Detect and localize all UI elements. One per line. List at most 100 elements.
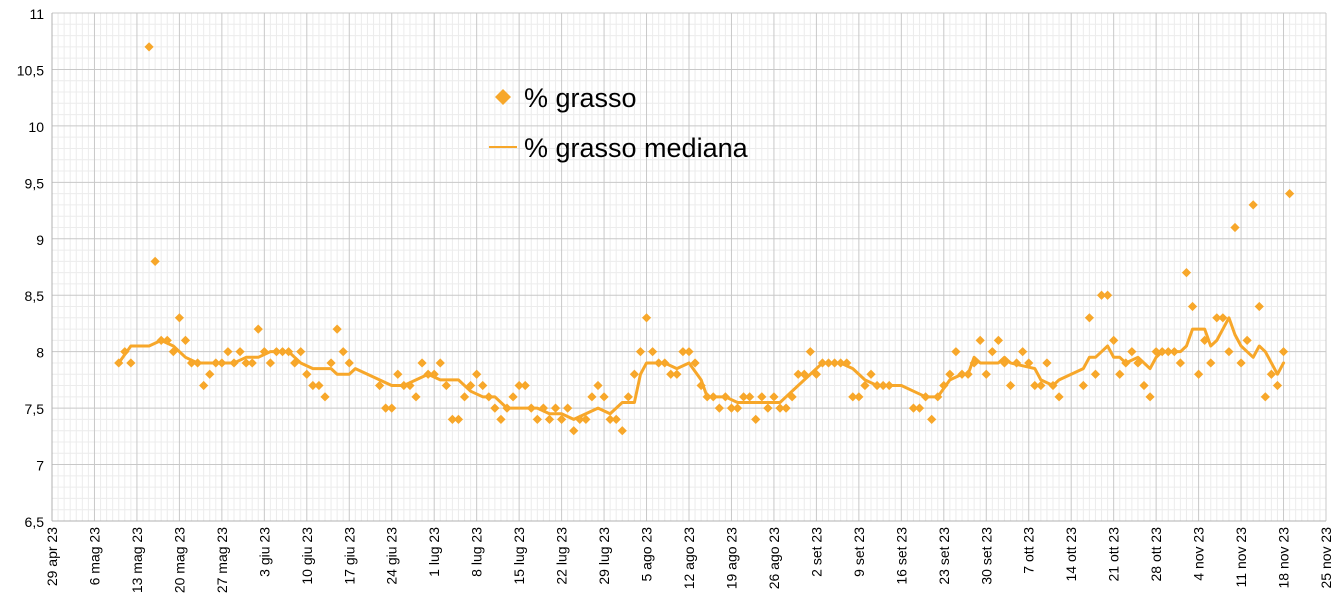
data-point xyxy=(326,358,336,368)
data-point xyxy=(1224,347,1234,357)
data-point xyxy=(714,403,724,413)
data-point xyxy=(223,347,233,357)
x-tick-label: 6 mag 23 xyxy=(86,527,102,586)
data-point xyxy=(726,403,737,413)
data-point xyxy=(927,414,937,424)
data-point xyxy=(1278,347,1289,357)
data-point xyxy=(1005,380,1016,391)
x-tick-label: 26 ago 23 xyxy=(766,527,782,589)
data-point xyxy=(156,335,166,345)
x-tick-label: 29 lug 23 xyxy=(596,527,612,585)
data-point xyxy=(466,380,476,391)
data-point xyxy=(563,403,573,413)
x-axis-ticks: 29 apr 23 6 mag 23 13 mag 23 20 mag 23 27 ma… xyxy=(44,527,1334,593)
x-tick-label: 30 set 23 xyxy=(978,527,994,585)
data-point xyxy=(1194,369,1204,379)
data-point xyxy=(1230,222,1240,233)
x-tick-label: 8 lug 23 xyxy=(469,527,485,577)
x-tick-label: 14 ott 23 xyxy=(1063,527,1079,582)
data-point xyxy=(544,414,555,424)
y-tick-label: 10,5 xyxy=(17,62,44,78)
data-point xyxy=(933,392,943,402)
data-point xyxy=(259,347,269,357)
data-point xyxy=(150,256,160,266)
data-point xyxy=(1266,369,1276,379)
data-point xyxy=(745,392,755,402)
data-point xyxy=(587,392,597,402)
data-point xyxy=(805,347,815,357)
x-tick-label: 12 ago 23 xyxy=(681,527,697,589)
data-point xyxy=(186,358,197,368)
data-point xyxy=(854,392,864,402)
data-point xyxy=(817,358,828,368)
x-tick-label: 1 lug 23 xyxy=(426,527,442,577)
data-point xyxy=(302,369,312,379)
data-point xyxy=(174,313,184,323)
data-point xyxy=(557,414,567,424)
data-point xyxy=(623,392,633,402)
data-point xyxy=(277,347,288,357)
x-tick-label: 27 mag 23 xyxy=(214,527,230,593)
data-point xyxy=(514,380,524,391)
data-point xyxy=(520,380,530,391)
data-point xyxy=(781,403,791,413)
data-point xyxy=(1187,301,1198,312)
data-point xyxy=(836,358,846,368)
data-point xyxy=(1151,347,1161,357)
data-point xyxy=(332,324,342,334)
data-point xyxy=(193,358,203,368)
data-point xyxy=(1127,347,1137,357)
data-point xyxy=(987,347,997,357)
data-point xyxy=(981,369,991,379)
data-point xyxy=(654,358,664,368)
data-point xyxy=(751,414,761,424)
data-point xyxy=(769,392,779,402)
x-tick-label: 24 giu 23 xyxy=(384,527,400,585)
data-point xyxy=(1018,347,1028,357)
data-point xyxy=(217,358,227,368)
legend-label-mediana: % grasso mediana xyxy=(524,133,749,163)
data-point xyxy=(672,369,682,379)
x-tick-label: 10 giu 23 xyxy=(299,527,315,585)
data-point xyxy=(344,358,354,368)
x-tick-label: 29 apr 23 xyxy=(44,527,60,586)
x-tick-label: 23 set 23 xyxy=(936,527,952,585)
data-point xyxy=(162,335,172,345)
data-point xyxy=(314,380,324,391)
data-point xyxy=(921,392,931,402)
x-tick-label: 21 ott 23 xyxy=(1106,527,1122,582)
x-tick-label: 17 giu 23 xyxy=(341,527,357,585)
data-point xyxy=(1157,347,1167,357)
y-tick-label: 9,5 xyxy=(25,175,45,191)
data-point xyxy=(1218,313,1228,323)
data-point xyxy=(696,380,706,391)
x-tick-label: 9 set 23 xyxy=(851,527,867,577)
data-point xyxy=(963,369,973,379)
data-point xyxy=(1175,358,1185,368)
data-point xyxy=(1272,380,1283,391)
data-point xyxy=(1030,380,1040,391)
data-point xyxy=(502,403,512,413)
data-point xyxy=(1054,392,1064,402)
data-point xyxy=(617,426,627,436)
data-point xyxy=(399,380,409,391)
data-point xyxy=(1012,358,1022,368)
data-point xyxy=(120,347,130,357)
data-point xyxy=(1260,392,1270,402)
data-point xyxy=(1206,358,1216,368)
data-point xyxy=(678,347,688,357)
x-tick-label: 5 ago 23 xyxy=(639,527,655,582)
x-tick-label: 11 nov 23 xyxy=(1233,527,1249,588)
data-point xyxy=(387,403,397,413)
series-markers xyxy=(114,42,1295,436)
data-point xyxy=(1084,313,1094,323)
data-point xyxy=(1121,358,1131,368)
data-point xyxy=(532,414,542,424)
data-point xyxy=(478,380,488,391)
data-point xyxy=(126,358,136,368)
data-point xyxy=(575,414,585,424)
data-point xyxy=(405,380,415,391)
data-point xyxy=(799,369,809,379)
data-point xyxy=(320,392,330,402)
